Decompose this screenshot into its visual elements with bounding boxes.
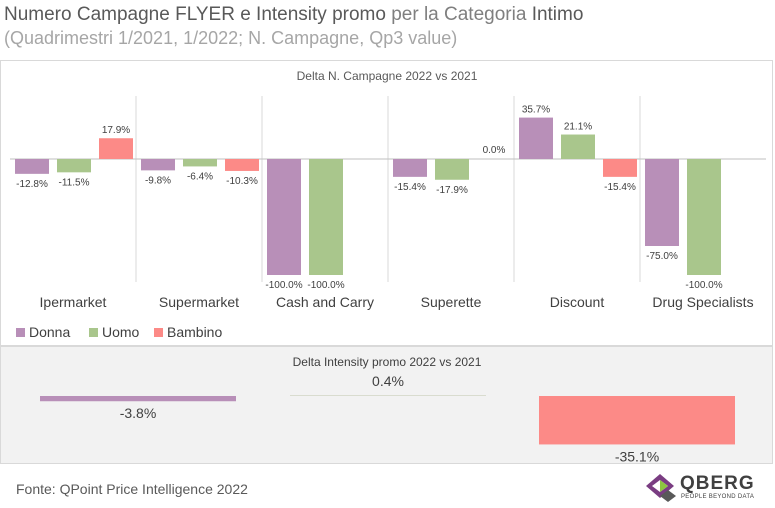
category-label: Superette	[421, 294, 482, 310]
campagne-chart-panel	[0, 60, 773, 346]
category-label: Supermarket	[159, 294, 239, 310]
logo-tagline: PEOPLE BEYOND DATA	[681, 494, 755, 500]
bar-donna-discount	[519, 117, 553, 159]
legend-swatch-donna	[16, 328, 25, 337]
data-label-bambino-discount: -15.4%	[604, 182, 636, 193]
data-label-uomo-supermarket: -6.4%	[187, 171, 213, 182]
data-label-uomo-ipermarket: -11.5%	[59, 177, 90, 188]
data-label-uomo-superette: -17.9%	[436, 185, 468, 196]
data-label-donna-drug-specialists: -75.0%	[646, 251, 678, 262]
bar-uomo-ipermarket	[57, 159, 91, 173]
intensity-label-uomo: 0.4%	[372, 373, 404, 389]
data-label-bambino-supermarket: -10.3%	[226, 176, 258, 187]
data-label-donna-ipermarket: -12.8%	[16, 179, 48, 190]
bar-donna-superette	[393, 159, 427, 177]
bar-donna-cash-and-carry	[267, 159, 301, 275]
bar-uomo-discount	[561, 134, 595, 159]
data-label-donna-supermarket: -9.8%	[145, 175, 171, 186]
intensity-bar-uomo	[290, 395, 486, 396]
legend-label-donna: Donna	[29, 324, 70, 340]
intensity-label-donna: -3.8%	[120, 405, 157, 421]
bar-bambino-ipermarket	[99, 138, 133, 159]
qberg-logo-icon	[646, 474, 676, 502]
charts-svg: Delta N. Campagne 2022 vs 2021 -12.8% -11.…	[10, 69, 766, 464]
legend-label-bambino: Bambino	[167, 324, 222, 340]
bar-donna-drug-specialists	[645, 159, 679, 246]
legend-label-uomo: Uomo	[102, 324, 140, 340]
bar-uomo-drug-specialists	[687, 159, 721, 275]
intensity-bar-bambino	[539, 396, 735, 445]
data-label-uomo-cash-and-carry: -100.0%	[307, 280, 344, 291]
legend-swatch-bambino	[154, 328, 163, 337]
page-title: Numero Campagne FLYER e Intensity promo …	[4, 4, 583, 26]
bar-uomo-cash-and-carry	[309, 159, 343, 275]
intensity-bar-donna	[40, 396, 236, 402]
logo-text: QBERG	[680, 473, 755, 494]
legend-swatch-uomo	[89, 328, 98, 337]
category-label: Ipermarket	[40, 294, 107, 310]
bar-uomo-supermarket	[183, 159, 217, 167]
data-label-donna-discount: 35.7%	[522, 105, 550, 116]
bar-donna-ipermarket	[15, 159, 49, 174]
source-note: Fonte: QPoint Price Intelligence 2022	[16, 481, 248, 497]
title-part-2: per la Categoria	[385, 4, 532, 25]
chart2-title: Delta Intensity promo 2022 vs 2021	[293, 355, 482, 369]
category-label: Drug Specialists	[652, 294, 753, 310]
data-label-donna-superette: -15.4%	[394, 182, 426, 193]
intensity-label-bambino: -35.1%	[615, 448, 659, 464]
title-part-3: Intimo	[531, 4, 584, 25]
title-part-1: Numero Campagne FLYER e Intensity promo	[4, 4, 386, 25]
category-label: Cash and Carry	[276, 294, 374, 310]
data-label-uomo-discount: 21.1%	[564, 122, 592, 133]
bar-donna-supermarket	[141, 159, 175, 171]
bar-bambino-supermarket	[225, 159, 259, 171]
bar-bambino-discount	[603, 159, 637, 177]
data-label-bambino-ipermarket: 17.9%	[102, 125, 130, 136]
bar-uomo-superette	[435, 159, 469, 180]
category-label: Discount	[550, 294, 605, 310]
data-label-bambino-superette: 0.0%	[483, 145, 506, 156]
data-label-uomo-drug-specialists: -100.0%	[685, 280, 722, 291]
data-label-donna-cash-and-carry: -100.0%	[265, 280, 302, 291]
chart1-title: Delta N. Campagne 2022 vs 2021	[297, 69, 478, 83]
page-subtitle: (Quadrimestri 1/2021, 1/2022; N. Campagn…	[4, 28, 458, 48]
